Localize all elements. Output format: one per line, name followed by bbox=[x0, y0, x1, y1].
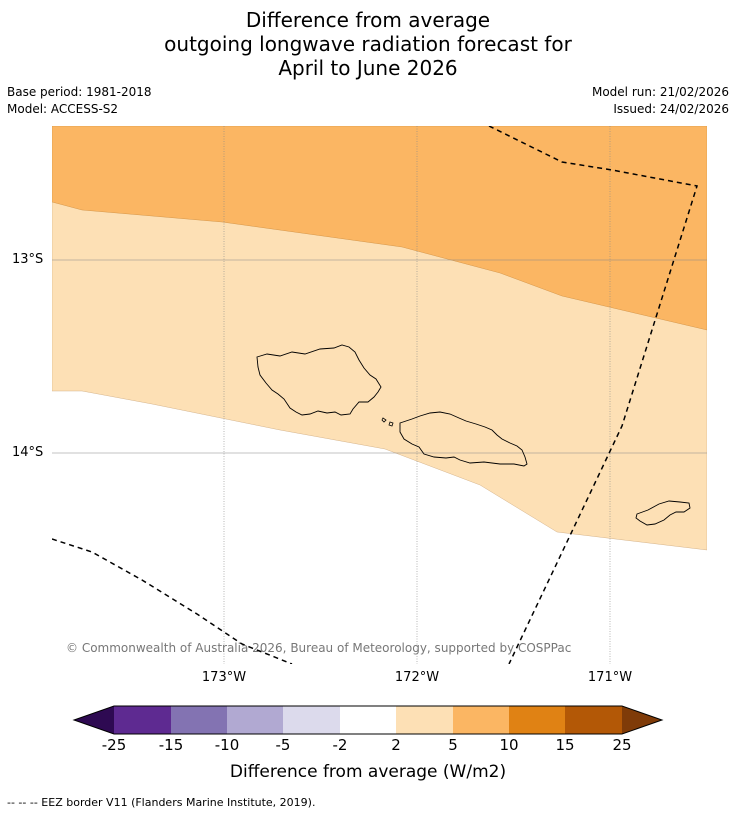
colorbar-tick: 10 bbox=[499, 736, 519, 754]
island-upolu bbox=[399, 411, 528, 467]
colorbar-tick: 25 bbox=[612, 736, 632, 754]
colorbar-tick: 15 bbox=[555, 736, 575, 754]
lon-label-172w: 172°W bbox=[394, 670, 440, 685]
colorbar-arrow-low bbox=[74, 706, 114, 734]
lon-label-173w: 173°W bbox=[201, 670, 247, 685]
eez-border-southwest bbox=[52, 538, 293, 664]
colorbar-arrow-high bbox=[622, 706, 662, 734]
colorbar-swatch-2-5 bbox=[396, 706, 453, 734]
meta-left: Base period: 1981-2018 Model: ACCESS-S2 bbox=[7, 84, 152, 118]
map-svg bbox=[52, 126, 707, 664]
island-tutuila bbox=[635, 500, 691, 526]
title-line-1: Difference from average bbox=[245, 8, 491, 32]
base-period: Base period: 1981-2018 bbox=[7, 85, 152, 99]
colorbar-tick: 5 bbox=[448, 736, 458, 754]
colorbar-swatch-5-10 bbox=[453, 706, 509, 734]
colorbar-outline bbox=[72, 705, 664, 735]
colorbar-label: Difference from average (W/m2) bbox=[229, 762, 507, 782]
chart-title: Difference from average outgoing longwav… bbox=[0, 8, 736, 80]
colorbar-swatch-neg2-2 bbox=[340, 706, 396, 734]
islet-manono bbox=[388, 421, 394, 427]
lon-label-171w: 171°W bbox=[587, 670, 633, 685]
lat-label-14s: 14°S bbox=[12, 445, 44, 460]
island-savaii bbox=[256, 344, 382, 416]
lat-label-13s: 13°S bbox=[12, 252, 44, 267]
copyright-notice: © Commonwealth of Australia 2026, Bureau… bbox=[66, 641, 572, 655]
colorbar-tick: -10 bbox=[214, 736, 240, 754]
issued-date: Issued: 24/02/2026 bbox=[613, 102, 729, 116]
colorbar-tick: -25 bbox=[101, 736, 127, 754]
colorbar-tick: 2 bbox=[391, 736, 401, 754]
title-line-2: outgoing longwave radiation forecast for bbox=[164, 32, 572, 56]
colorbar-tick: -15 bbox=[158, 736, 184, 754]
colorbar-swatch-neg5-neg2 bbox=[283, 706, 340, 734]
model-run: Model run: 21/02/2026 bbox=[591, 85, 729, 99]
colorbar-swatch-neg15-neg10 bbox=[171, 706, 227, 734]
colorbar-swatch-neg10-neg5 bbox=[227, 706, 283, 734]
colorbar-swatch-10-15 bbox=[509, 706, 565, 734]
colorbar-swatch-neg25-neg15 bbox=[114, 706, 171, 734]
colorbar bbox=[70, 704, 670, 740]
colorbar-tick: -5 bbox=[275, 736, 291, 754]
eez-border-east bbox=[488, 126, 698, 664]
eez-footnote: -- -- -- EEZ border V11 (Flanders Marine… bbox=[7, 796, 316, 809]
colorbar-svg bbox=[72, 705, 664, 735]
title-line-3: April to June 2026 bbox=[278, 56, 458, 80]
model-name: Model: ACCESS-S2 bbox=[7, 102, 119, 116]
graticule bbox=[52, 126, 707, 664]
colorbar-tick: -2 bbox=[332, 736, 348, 754]
colorbar-swatch-15-25 bbox=[565, 706, 622, 734]
map-panel bbox=[52, 126, 707, 664]
islet-apolima bbox=[381, 417, 387, 423]
meta-right: Model run: 21/02/2026 Issued: 24/02/2026 bbox=[592, 84, 729, 118]
